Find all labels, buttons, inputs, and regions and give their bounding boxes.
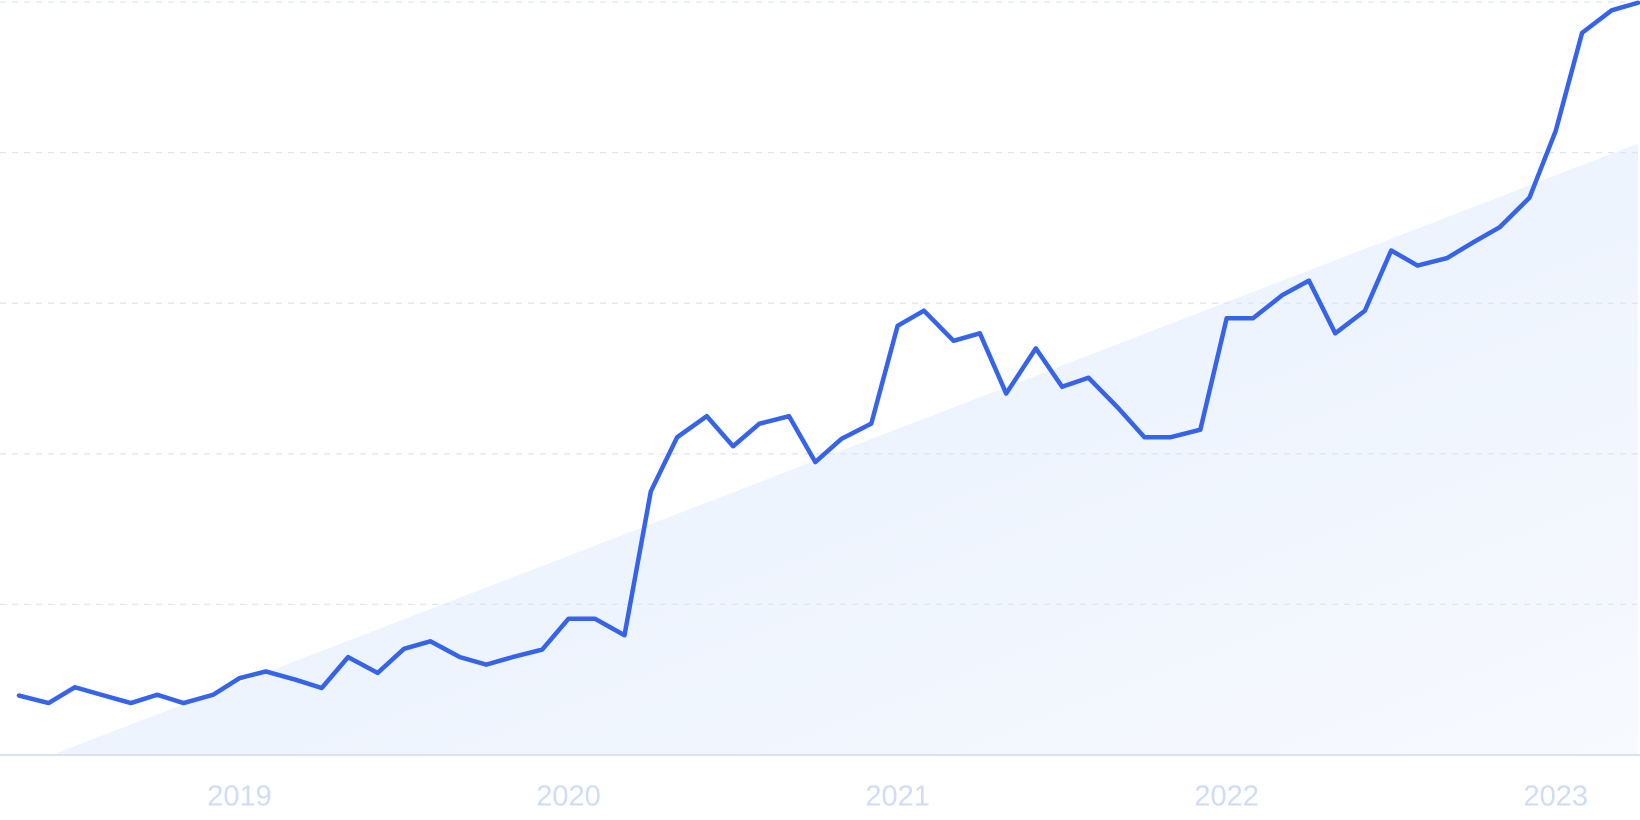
trend-area bbox=[51, 143, 1639, 756]
line bbox=[16, 0, 1640, 706]
x-tick-label: 2023 bbox=[1523, 781, 1588, 813]
x-tick-label: 2021 bbox=[865, 781, 930, 813]
x-tick-label: 2019 bbox=[207, 781, 272, 813]
x-tick-label: 2022 bbox=[1194, 781, 1259, 813]
x-tick-label: 2020 bbox=[536, 781, 601, 813]
